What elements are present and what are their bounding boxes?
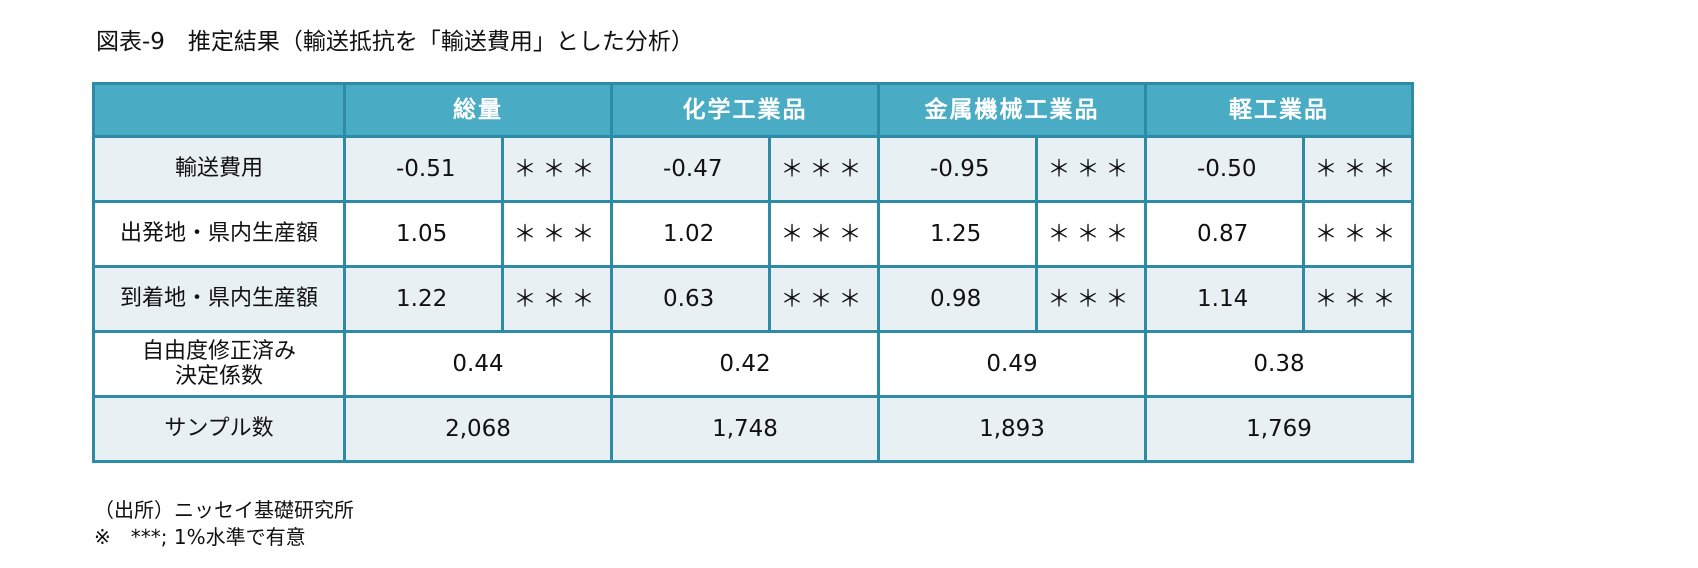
coef-cell: 0.98 <box>877 265 1038 333</box>
row-label: 輸送費用 <box>92 135 346 203</box>
group-header: 軽工業品 <box>1144 82 1414 138</box>
coef-cell: -0.50 <box>1144 135 1305 203</box>
sig-cell: ＊＊＊ <box>1302 265 1414 333</box>
coef-cell: 0.87 <box>1144 200 1305 268</box>
row-label: サンプル数 <box>92 395 346 463</box>
value-cell: 1,748 <box>610 395 880 463</box>
group-header: 総量 <box>343 82 613 138</box>
value-cell: 1,893 <box>877 395 1147 463</box>
sig-cell: ＊＊＊ <box>768 200 880 268</box>
row-label: 自由度修正済み 決定係数 <box>92 330 346 398</box>
sig-cell: ＊＊＊ <box>1035 265 1147 333</box>
sig-cell: ＊＊＊ <box>1035 135 1147 203</box>
coef-cell: 0.63 <box>610 265 771 333</box>
header-row: 総量 化学工業品 金属機械工業品 軽工業品 <box>92 82 1414 138</box>
table-row: 到着地・県内生産額 1.22 ＊＊＊ 0.63 ＊＊＊ 0.98 ＊＊＊ 1.14 ＊＊＊ <box>92 265 1414 333</box>
note: ※ ***; 1%水準で有意 <box>94 525 306 549</box>
sig-cell: ＊＊＊ <box>1302 135 1414 203</box>
coef-cell: -0.51 <box>343 135 504 203</box>
coef-cell: 1.25 <box>877 200 1038 268</box>
sig-cell: ＊＊＊ <box>768 265 880 333</box>
source: （出所）ニッセイ基礎研究所 <box>94 498 354 522</box>
sig-cell: ＊＊＊ <box>1302 200 1414 268</box>
value-cell: 2,068 <box>343 395 613 463</box>
coef-cell: 1.05 <box>343 200 504 268</box>
value-cell: 0.49 <box>877 330 1147 398</box>
table-row: 自由度修正済み 決定係数 0.44 0.42 0.49 0.38 <box>92 330 1414 398</box>
group-header: 金属機械工業品 <box>877 82 1147 138</box>
sig-cell: ＊＊＊ <box>1035 200 1147 268</box>
group-header: 化学工業品 <box>610 82 880 138</box>
row-label: 出発地・県内生産額 <box>92 200 346 268</box>
corner-cell <box>92 82 346 138</box>
row-label: 到着地・県内生産額 <box>92 265 346 333</box>
table-row: 輸送費用 -0.51 ＊＊＊ -0.47 ＊＊＊ -0.95 ＊＊＊ -0.50 ＊＊＊ <box>92 135 1414 203</box>
value-cell: 0.44 <box>343 330 613 398</box>
results-table: 総量 化学工業品 金属機械工業品 軽工業品 輸送費用 -0.51 ＊＊＊ -0.47 ＊＊＊ -… <box>92 82 1414 463</box>
title: 図表-9 推定結果（輸送抵抗を「輸送費用」とした分析） <box>96 29 694 55</box>
sig-cell: ＊＊＊ <box>768 135 880 203</box>
sig-cell: ＊＊＊ <box>501 200 613 268</box>
coef-cell: -0.95 <box>877 135 1038 203</box>
value-cell: 1,769 <box>1144 395 1414 463</box>
coef-cell: 1.22 <box>343 265 504 333</box>
value-cell: 0.42 <box>610 330 880 398</box>
table-row: 出発地・県内生産額 1.05 ＊＊＊ 1.02 ＊＊＊ 1.25 ＊＊＊ 0.87 ＊＊＊ <box>92 200 1414 268</box>
sig-cell: ＊＊＊ <box>501 265 613 333</box>
value-cell: 0.38 <box>1144 330 1414 398</box>
sig-cell: ＊＊＊ <box>501 135 613 203</box>
coef-cell: 1.14 <box>1144 265 1305 333</box>
table-row: サンプル数 2,068 1,748 1,893 1,769 <box>92 395 1414 463</box>
coef-cell: 1.02 <box>610 200 771 268</box>
coef-cell: -0.47 <box>610 135 771 203</box>
